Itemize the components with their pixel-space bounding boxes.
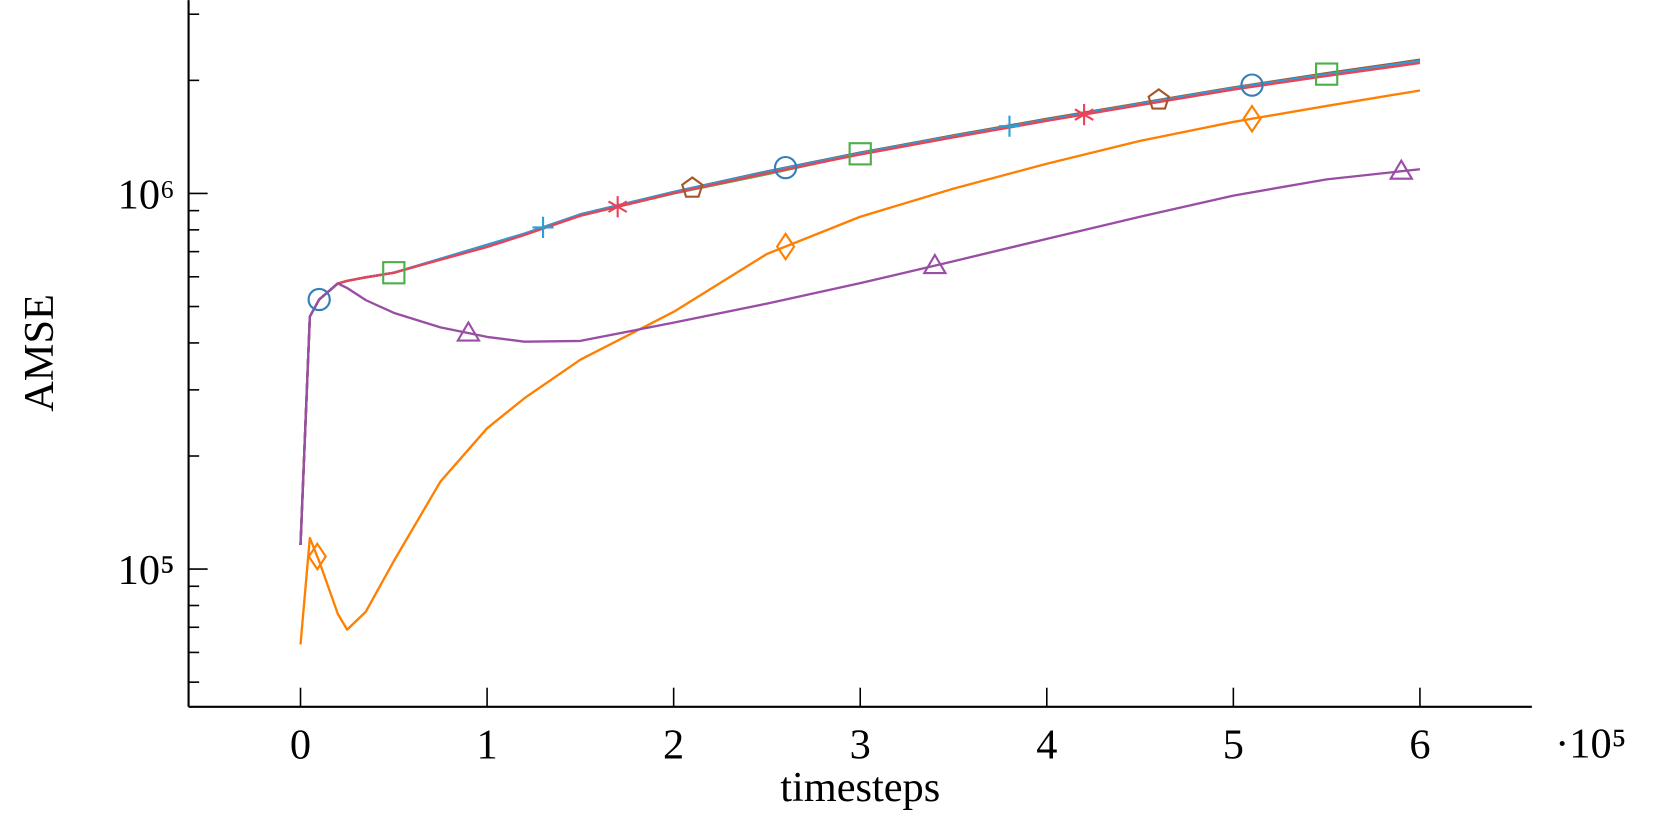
y-tick-label: 10⁵ — [118, 547, 175, 594]
series-line — [299, 59, 1421, 545]
marker — [1242, 104, 1262, 134]
marker — [1388, 158, 1414, 180]
x-tick-label: 2 — [663, 722, 684, 769]
marker — [532, 216, 554, 238]
x-tick-label: 5 — [1223, 722, 1244, 769]
marker — [1074, 104, 1094, 126]
x-axis-title: timesteps — [780, 764, 940, 811]
marker — [382, 261, 406, 285]
marker — [1240, 73, 1264, 97]
marker — [680, 176, 704, 198]
marker — [922, 252, 948, 275]
marker — [307, 287, 331, 312]
x-tick-label: 1 — [476, 722, 497, 769]
marker — [998, 115, 1021, 137]
x-tick-label: 0 — [290, 722, 311, 769]
y-tick-label: 10⁶ — [118, 171, 175, 218]
x-tick-label: 3 — [850, 722, 871, 769]
y-axis-title: AMSE — [16, 294, 63, 412]
x-tick-label: 6 — [1409, 722, 1430, 769]
marker — [1314, 62, 1339, 86]
marker — [307, 541, 328, 572]
x-tick-label: 4 — [1036, 722, 1057, 769]
marker — [848, 142, 872, 166]
series-line — [299, 59, 1421, 545]
series-line — [299, 89, 1421, 645]
series-line — [299, 61, 1421, 545]
series-line — [299, 168, 1421, 545]
marker — [455, 320, 481, 342]
marker — [775, 231, 796, 262]
marker — [1147, 88, 1171, 110]
marker — [607, 196, 628, 218]
marker — [773, 155, 798, 180]
x-multiplier: ·10⁵ — [1555, 721, 1626, 768]
